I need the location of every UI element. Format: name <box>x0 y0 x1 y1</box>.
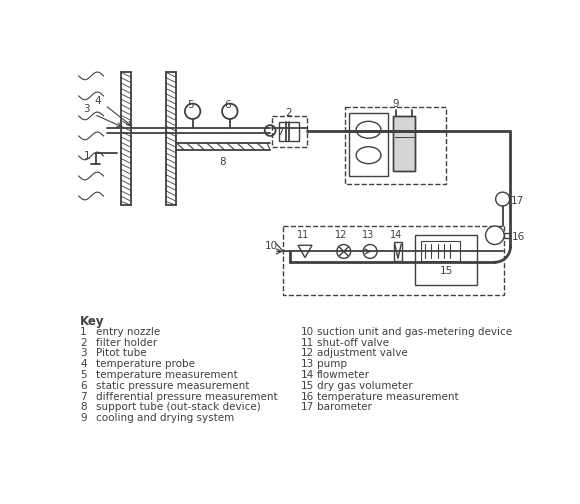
Bar <box>349 113 388 176</box>
Text: 8: 8 <box>80 402 87 412</box>
Text: temperature measurement: temperature measurement <box>96 370 237 380</box>
Text: 9: 9 <box>392 99 399 109</box>
Text: shut-off valve: shut-off valve <box>317 338 389 348</box>
Circle shape <box>496 192 510 206</box>
Text: 12: 12 <box>335 230 347 240</box>
Text: 4: 4 <box>94 96 101 106</box>
Circle shape <box>185 104 200 119</box>
Text: pump: pump <box>317 359 347 369</box>
Text: 3: 3 <box>80 348 87 358</box>
Text: flowmeter: flowmeter <box>317 370 369 380</box>
Bar <box>393 116 415 171</box>
Bar <box>415 235 477 285</box>
Text: static pressure measurement: static pressure measurement <box>96 381 249 391</box>
Text: 15: 15 <box>301 381 314 391</box>
Text: 13: 13 <box>362 230 374 240</box>
Text: 9: 9 <box>80 413 87 423</box>
Text: temperature measurement: temperature measurement <box>317 392 458 402</box>
Text: Key: Key <box>80 314 105 328</box>
Text: 8: 8 <box>220 157 226 167</box>
Circle shape <box>337 244 351 259</box>
Text: barometer: barometer <box>317 402 372 412</box>
Text: filter holder: filter holder <box>96 338 157 348</box>
Text: 7: 7 <box>80 392 87 402</box>
Text: 5: 5 <box>187 100 194 110</box>
Bar <box>345 107 446 183</box>
Text: 17: 17 <box>301 402 314 412</box>
Circle shape <box>363 244 377 259</box>
Text: 1: 1 <box>84 151 90 161</box>
Text: 11: 11 <box>301 338 314 348</box>
Bar <box>271 116 307 147</box>
Bar <box>394 242 402 261</box>
Text: Pitot tube: Pitot tube <box>96 348 146 358</box>
Text: temperature probe: temperature probe <box>96 359 195 369</box>
Text: 17: 17 <box>511 196 524 206</box>
Text: 14: 14 <box>390 230 402 240</box>
Text: adjustment valve: adjustment valve <box>317 348 407 358</box>
Text: 16: 16 <box>301 392 314 402</box>
Text: suction unit and gas-metering device: suction unit and gas-metering device <box>317 327 512 337</box>
Text: 5: 5 <box>80 370 87 380</box>
Text: 4: 4 <box>80 359 87 369</box>
Text: entry nozzle: entry nozzle <box>96 327 160 337</box>
Text: 7: 7 <box>277 127 284 137</box>
Text: 6: 6 <box>80 381 87 391</box>
Ellipse shape <box>356 121 381 138</box>
Ellipse shape <box>356 147 381 164</box>
Text: 11: 11 <box>296 230 309 240</box>
Circle shape <box>222 104 238 119</box>
Bar <box>421 241 460 261</box>
Text: 6: 6 <box>224 100 231 110</box>
Bar <box>280 122 299 141</box>
Bar <box>283 226 504 295</box>
Text: 14: 14 <box>301 370 314 380</box>
Text: 10: 10 <box>264 241 278 251</box>
Text: dry gas volumeter: dry gas volumeter <box>317 381 412 391</box>
Text: support tube (out-stack device): support tube (out-stack device) <box>96 402 260 412</box>
Text: 12: 12 <box>301 348 314 358</box>
Text: 3: 3 <box>84 104 90 113</box>
Text: 2: 2 <box>80 338 87 348</box>
Text: 1: 1 <box>80 327 87 337</box>
Text: 15: 15 <box>440 267 452 277</box>
Bar <box>393 116 415 171</box>
Text: 10: 10 <box>301 327 314 337</box>
Text: 13: 13 <box>301 359 314 369</box>
Polygon shape <box>298 245 312 258</box>
Circle shape <box>485 226 504 244</box>
Text: differential pressure measurement: differential pressure measurement <box>96 392 277 402</box>
Text: 16: 16 <box>512 232 525 242</box>
Text: cooling and drying system: cooling and drying system <box>96 413 234 423</box>
Text: 2: 2 <box>285 108 292 118</box>
Circle shape <box>264 125 276 136</box>
